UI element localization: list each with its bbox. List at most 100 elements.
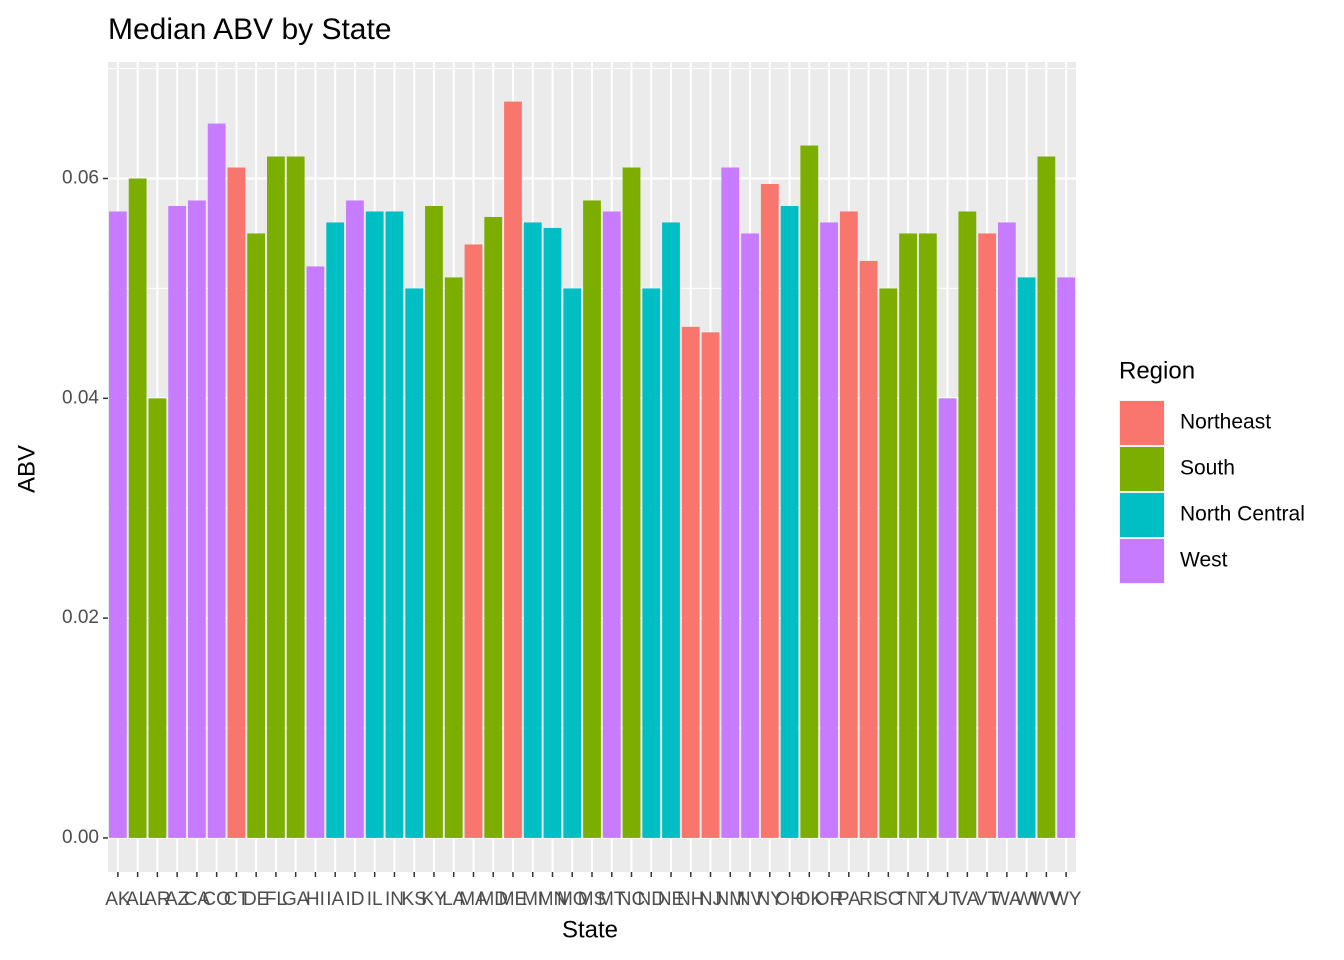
x-tick-label: DE [243, 889, 269, 910]
bar [365, 211, 384, 838]
x-tick-label: AZ [165, 889, 190, 910]
bar [741, 233, 759, 838]
x-tick-label: MI [522, 889, 543, 910]
x-tick-label: PA [837, 889, 861, 910]
bar [326, 222, 345, 838]
x-tick-label: MS [578, 889, 607, 910]
x-tick-label: NM [716, 889, 746, 910]
bar [820, 222, 838, 838]
bar [267, 156, 285, 838]
bar [978, 233, 996, 838]
chart-title: Median ABV by State [108, 13, 392, 46]
bar [622, 167, 641, 838]
x-tick-label: MO [557, 889, 588, 910]
bar [958, 211, 977, 838]
x-tick-label: GA [282, 889, 310, 910]
bar [504, 101, 522, 838]
x-tick-label: WA [992, 889, 1022, 910]
x-tick-label: NJ [699, 889, 722, 910]
x-tick-label: MN [538, 889, 568, 910]
bar [484, 216, 503, 838]
bar [997, 222, 1016, 838]
x-tick-label: NY [757, 889, 784, 910]
bar [464, 244, 483, 838]
bar [523, 222, 542, 838]
x-tick-label: NH [677, 889, 704, 910]
x-tick-label: CA [184, 889, 211, 910]
x-tick-label: OR [815, 889, 844, 910]
bar [425, 205, 443, 838]
legend-label: Northeast [1180, 411, 1271, 434]
legend-title: Region [1119, 357, 1195, 384]
bar [227, 167, 246, 838]
x-tick-label: RI [859, 889, 878, 910]
x-tick-label: ME [499, 889, 528, 910]
y-axis-title: ABV [13, 445, 40, 493]
bar [128, 178, 147, 838]
x-tick-label: MD [478, 889, 508, 910]
x-tick-label: HI [306, 889, 325, 910]
bar [1057, 277, 1076, 838]
bar [563, 288, 582, 838]
bar [247, 233, 266, 838]
legend-key [1120, 539, 1164, 583]
bar [918, 233, 937, 838]
x-tick-label: TN [895, 889, 920, 910]
y-tick-label: 0.02 [62, 607, 99, 628]
bar [721, 167, 740, 838]
x-tick-label: NV [737, 889, 764, 910]
x-tick-label: IA [326, 889, 344, 910]
x-tick-label: KS [402, 889, 427, 910]
bar [168, 205, 187, 838]
x-tick-label: WY [1051, 889, 1082, 910]
bar [188, 200, 206, 838]
x-tick-label: LA [442, 889, 466, 910]
bar [543, 227, 562, 838]
x-axis-title: State [562, 916, 618, 943]
bar [938, 398, 957, 838]
bar [899, 233, 917, 838]
x-tick-label: TX [916, 889, 941, 910]
bar [108, 211, 127, 838]
bar [839, 211, 858, 838]
bar [879, 288, 898, 838]
legend-key [1120, 447, 1164, 491]
x-tick-label: AK [105, 889, 131, 910]
x-tick-label: WV [1031, 889, 1062, 910]
legend-label: North Central [1180, 503, 1305, 526]
legend-label: South [1180, 457, 1235, 480]
x-tick-label: CT [224, 889, 250, 910]
x-tick-label: OK [796, 889, 824, 910]
bar [306, 266, 325, 838]
bar [385, 211, 404, 838]
legend-key [1120, 401, 1164, 445]
bar [780, 205, 799, 838]
x-tick-label: VT [975, 889, 1000, 910]
x-tick-label: UT [935, 889, 961, 910]
x-tick-label: IN [385, 889, 404, 910]
bar [859, 260, 878, 838]
x-tick-label: NE [658, 889, 684, 910]
bar [286, 156, 305, 838]
x-tick-label: NC [618, 889, 645, 910]
x-tick-label: IL [367, 889, 383, 910]
bar [800, 145, 819, 838]
y-tick-label: 0.06 [62, 168, 99, 189]
legend-label: West [1180, 549, 1228, 572]
x-tick-label: FL [265, 889, 287, 910]
bar [642, 288, 661, 838]
bar [207, 123, 226, 838]
x-tick-label: ND [638, 889, 665, 910]
x-tick-label: AR [144, 889, 170, 910]
y-tick-label: 0.00 [62, 827, 99, 848]
bar [346, 200, 364, 838]
legend-key [1120, 493, 1164, 537]
bar [444, 277, 463, 838]
y-tick-label: 0.04 [62, 387, 99, 408]
bar [583, 200, 601, 838]
x-tick-label: VA [955, 889, 979, 910]
x-tick-label: CO [202, 889, 231, 910]
bar [701, 332, 720, 838]
bar [681, 326, 700, 838]
